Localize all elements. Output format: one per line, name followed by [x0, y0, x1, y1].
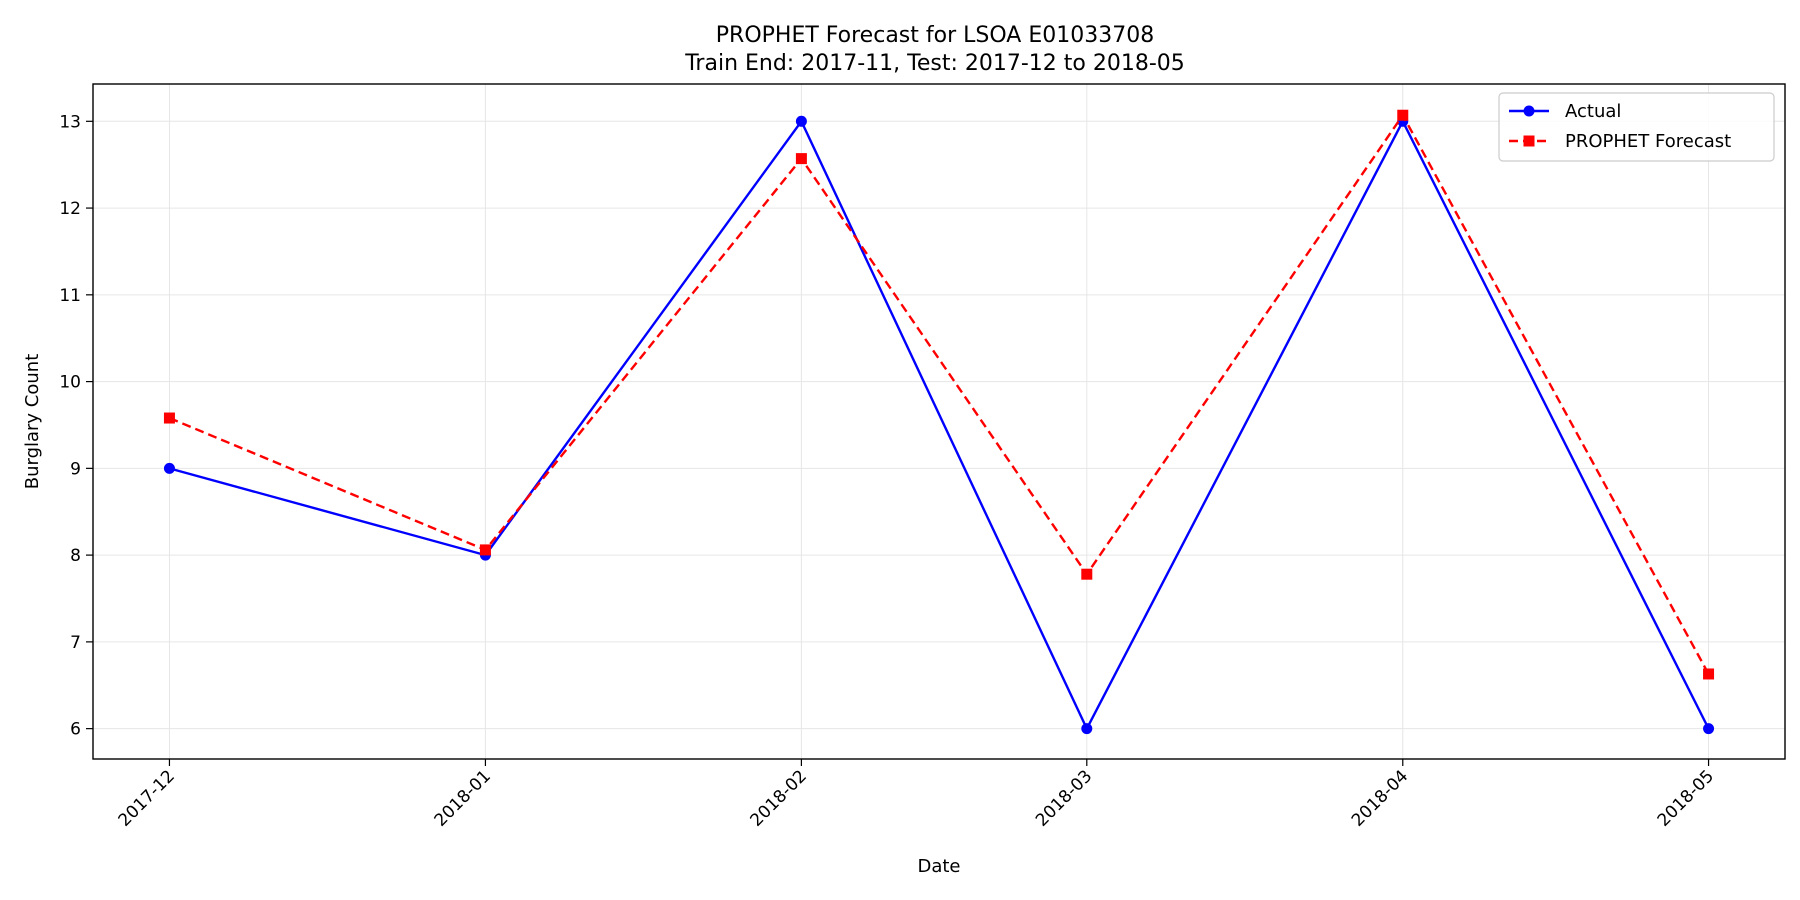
chart-title-line-1: PROPHET Forecast for LSOA E01033708 [716, 23, 1154, 48]
y-tick-label: 12 [59, 199, 81, 219]
x-tick-label: 2018-02 [747, 766, 811, 830]
data-point-0-2 [795, 115, 807, 127]
data-point-1-1 [479, 544, 491, 556]
x-axis-label: Date [917, 856, 960, 877]
series-1 [163, 109, 1715, 680]
legend: Actual PROPHET Forecast [1498, 92, 1775, 162]
legend-item-1: PROPHET Forecast [1509, 131, 1731, 152]
x-tick-label: 2018-01 [431, 766, 495, 830]
legend-box [1498, 92, 1775, 162]
x-tick-label: 2018-03 [1032, 766, 1096, 830]
data-point-0-0 [163, 462, 175, 474]
data-point-1-3 [1081, 568, 1093, 580]
data-point-0-3 [1081, 723, 1093, 735]
y-tick-label: 7 [70, 633, 81, 653]
y-tick-label: 11 [59, 286, 81, 306]
data-point-1-0 [163, 412, 175, 424]
data-point-0-5 [1703, 723, 1715, 735]
y-tick-label: 6 [70, 720, 81, 740]
legend-label: PROPHET Forecast [1565, 131, 1731, 152]
y-tick-label: 9 [70, 459, 81, 479]
chart-title: PROPHET Forecast for LSOA E01033708 Trai… [684, 23, 1185, 76]
data-point-1-4 [1397, 109, 1409, 121]
plot-area-frame [92, 83, 1786, 760]
data-point-1-5 [1703, 668, 1715, 680]
y-axis-label: Burglary Count [22, 354, 43, 490]
y-tick-label: 13 [59, 112, 81, 132]
y-tick-label: 10 [59, 373, 81, 393]
legend-item-0: Actual [1509, 101, 1621, 122]
x-tick-label: 2018-05 [1654, 766, 1718, 830]
legend-marker [1523, 105, 1535, 117]
y-tick-label: 8 [70, 546, 81, 566]
x-tick-label: 2018-04 [1348, 766, 1412, 830]
axes: 2017-12 2018-01 2018-02 2018-03 2018-04 2018-… [59, 112, 1718, 830]
chart-title-line-2: Train End: 2017-11, Test: 2017-12 to 201… [684, 51, 1185, 76]
data-point-1-2 [795, 153, 807, 165]
legend-label: Actual [1565, 101, 1621, 122]
grid [93, 84, 1785, 759]
series-line-0 [169, 120, 1710, 730]
legend-marker [1523, 135, 1535, 147]
series-layer [163, 109, 1715, 735]
series-line-1 [168, 114, 1710, 675]
x-tick-label: 2017-12 [115, 766, 179, 830]
